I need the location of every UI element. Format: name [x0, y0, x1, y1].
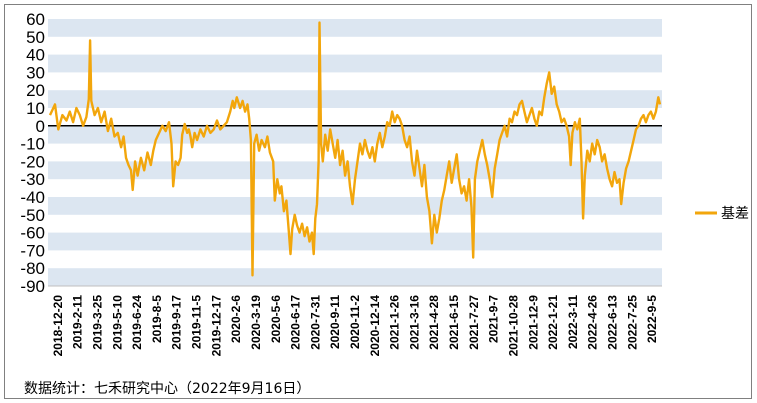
- background-band: [48, 268, 662, 286]
- x-tick-label: 2021-6-15: [447, 295, 461, 350]
- background-band: [48, 19, 662, 37]
- x-tick-label: 2019-2-11: [71, 295, 85, 349]
- x-tick-label: 2021-12-9: [526, 295, 540, 350]
- x-tick-label: 2019-3-25: [91, 295, 105, 350]
- x-tick-label: 2019-12-17: [209, 295, 223, 357]
- x-tick-label: 2019-8-5: [150, 295, 164, 343]
- background-band: [48, 54, 662, 73]
- y-tick-label: -80: [20, 259, 45, 278]
- y-tick-label: 0: [36, 117, 45, 136]
- x-tick-label: 2021-3-16: [407, 295, 421, 350]
- background-band: [48, 161, 662, 180]
- y-tick-label: -70: [20, 241, 45, 260]
- x-tick-label: 2021-10-28: [506, 295, 520, 357]
- x-tick-label: 2020-2-6: [229, 295, 243, 343]
- y-tick-label: 60: [26, 10, 45, 29]
- x-tick-label: 2021-4-28: [427, 295, 441, 350]
- x-tick-label: 2020-5-6: [269, 295, 283, 343]
- y-tick-label: 50: [26, 28, 45, 47]
- x-tick-label: 2019-11-5: [190, 295, 204, 349]
- basis-line-chart: 6050403020100-10-20-30-40-50-60-70-80-90…: [20, 10, 749, 357]
- background-band: [48, 90, 662, 108]
- y-tick-label: -40: [20, 188, 45, 207]
- y-tick-label: 20: [26, 81, 45, 100]
- x-tick-label: 2022-6-13: [605, 295, 619, 350]
- x-tick-label: 2022-1-21: [546, 295, 560, 350]
- x-tick-label: 2018-12-20: [51, 295, 65, 357]
- x-tick-label: 2022-4-26: [586, 295, 600, 350]
- y-tick-label: 10: [26, 99, 45, 118]
- x-tick-label: 2022-7-25: [625, 295, 639, 350]
- source-note: 数据统计：七禾研究中心（2022年9月16日）: [24, 381, 311, 397]
- x-tick-label: 2022-9-5: [645, 295, 659, 343]
- x-tick-label: 2019-9-17: [170, 295, 184, 350]
- x-tick-label: 2019-5-10: [110, 295, 124, 350]
- y-tick-label: -30: [20, 170, 45, 189]
- x-tick-label: 2020-3-19: [249, 295, 263, 350]
- x-tick-label: 2020-12-14: [368, 295, 382, 357]
- y-tick-label: 30: [26, 63, 45, 82]
- background-band: [48, 232, 662, 251]
- chart-frame: 60 50 40 30 20 10 0 -10 -20 -30 -40 -50 -60 -70 -80 -90…: [4, 4, 752, 399]
- x-tick-label: 2021-7-27: [467, 295, 481, 350]
- x-tick-label: 2022-3-11: [566, 295, 580, 349]
- x-tick-label: 2019-6-24: [130, 295, 144, 350]
- x-tick-label: 2020-7-31: [308, 295, 322, 350]
- x-tick-label: 2020-6-17: [289, 295, 303, 350]
- x-tick-label: 2021-9-7: [487, 295, 501, 343]
- y-tick-label: -20: [20, 152, 45, 171]
- legend-label-basis: 基差: [721, 205, 749, 222]
- background-band: [48, 197, 662, 215]
- x-tick-label: 2021-1-26: [388, 295, 402, 350]
- y-tick-label: 40: [26, 46, 45, 65]
- legend: 基差: [695, 205, 749, 222]
- basis-series-line: [48, 21, 662, 277]
- y-tick-label: -10: [20, 135, 45, 154]
- y-tick-label: -50: [20, 206, 45, 225]
- y-tick-label: -60: [20, 224, 45, 243]
- x-tick-label: 2020-11-2: [348, 295, 362, 349]
- x-tick-label: 2020-9-11: [328, 295, 342, 349]
- y-tick-label: -90: [20, 277, 45, 296]
- x-axis-tick-labels: 2018-12-20 2019-2-11 2019-3-25 2019-5-10 201…: [51, 295, 659, 357]
